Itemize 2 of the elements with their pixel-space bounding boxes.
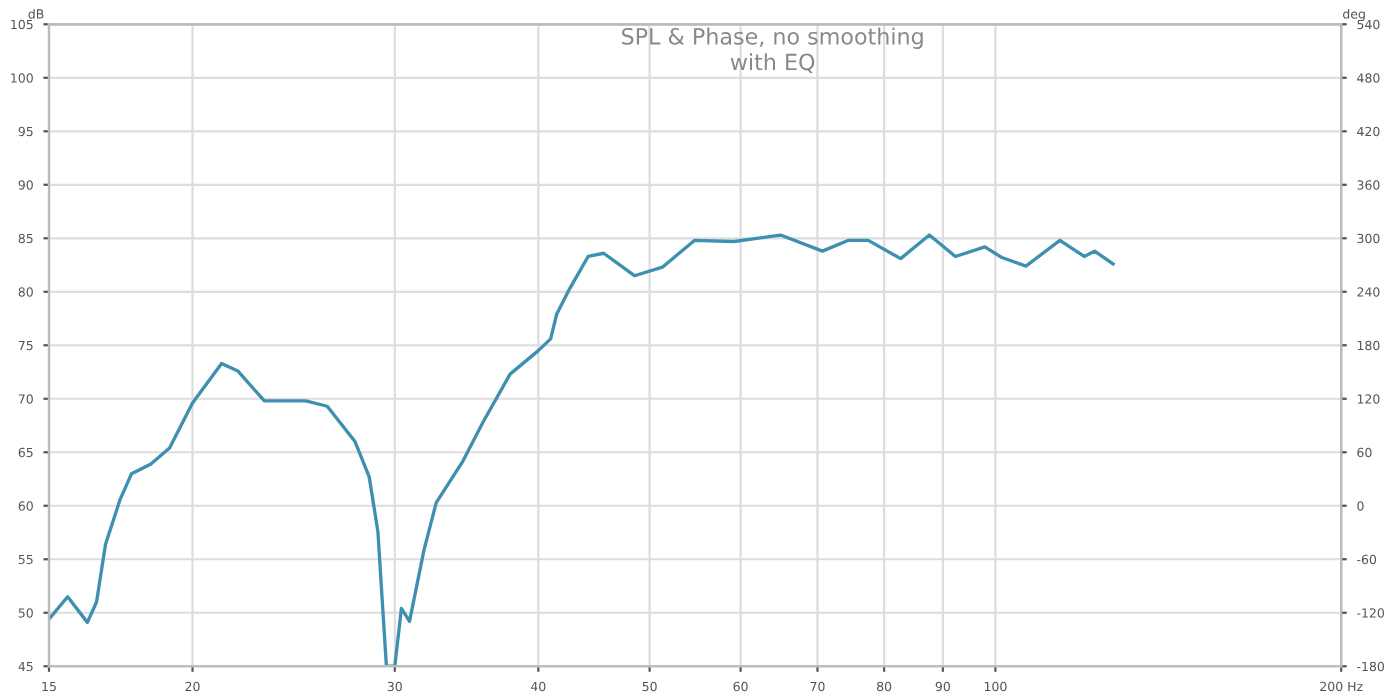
text: with EQ	[730, 53, 815, 73]
chart-title: SPL & Phase, no smoothing	[622, 27, 923, 50]
